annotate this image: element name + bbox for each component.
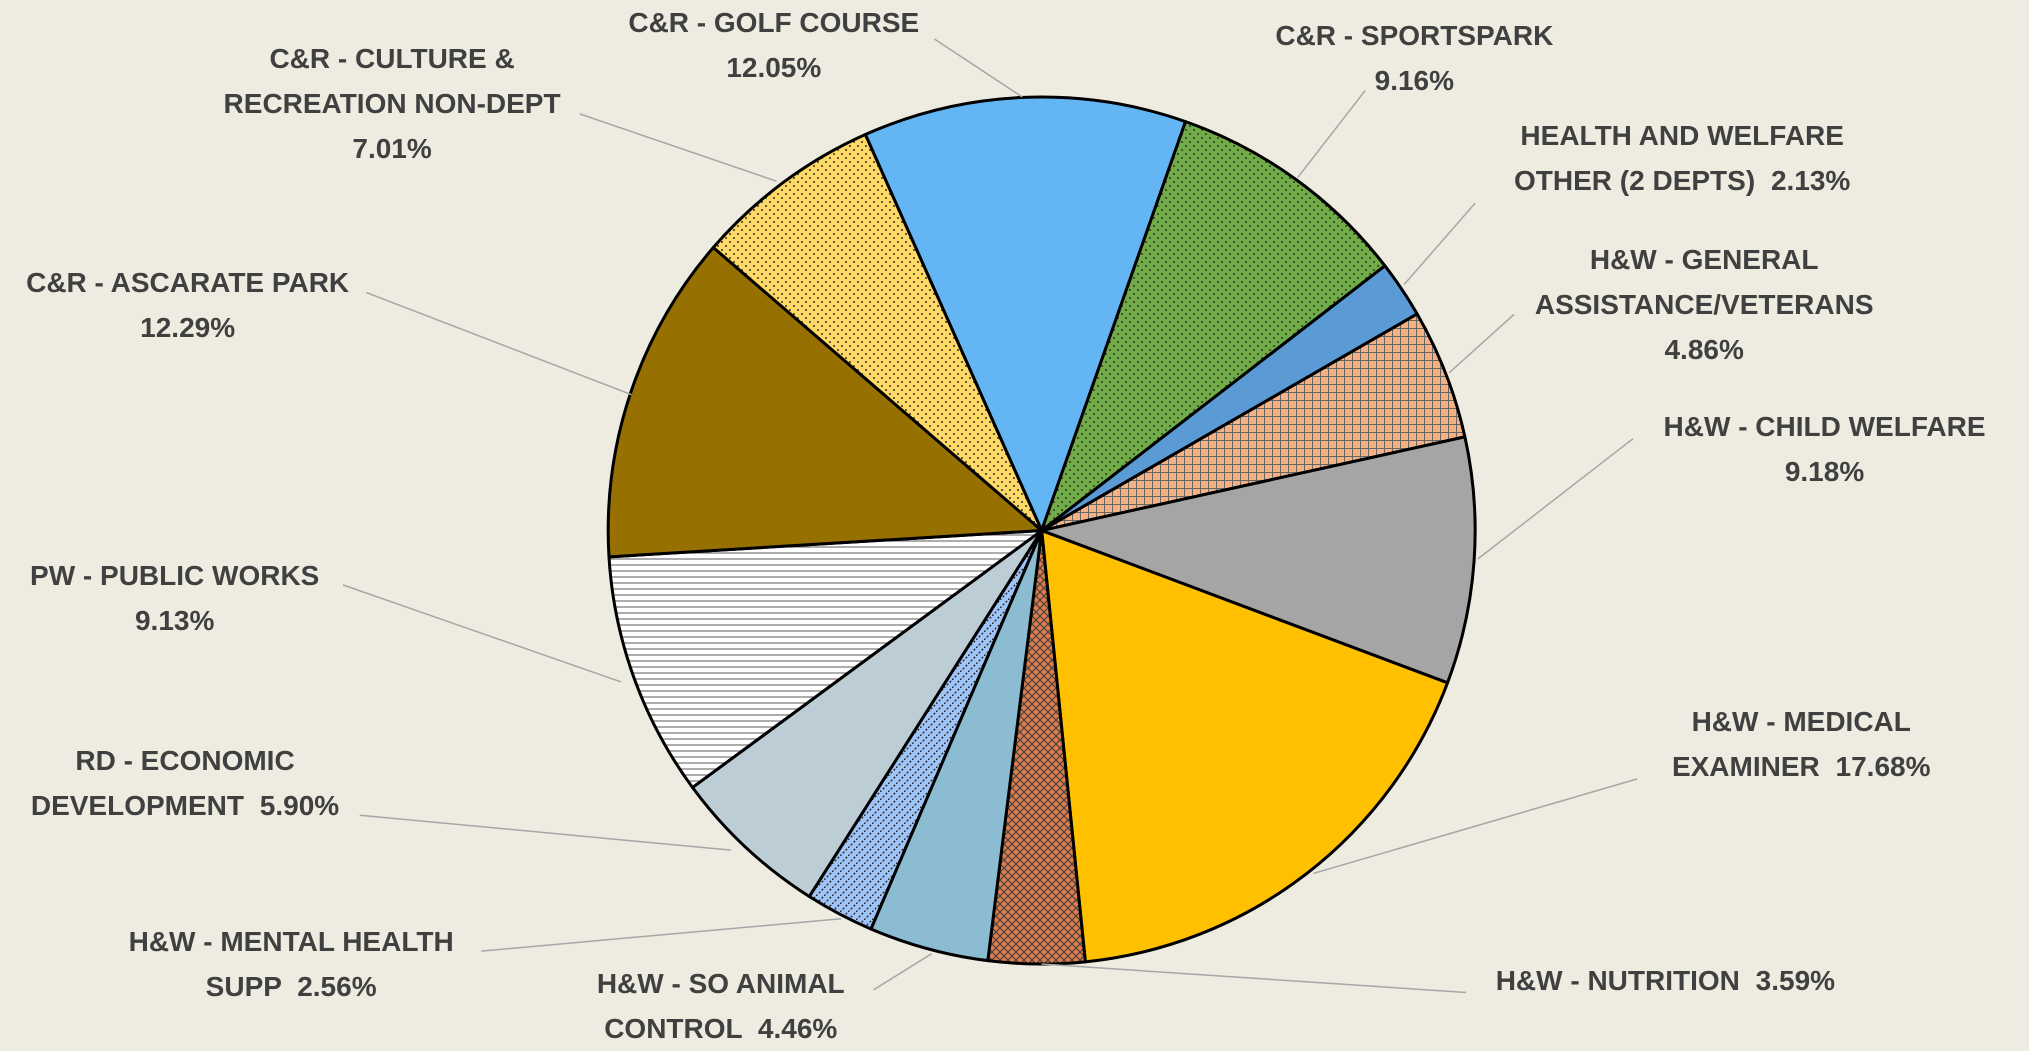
slice-label: RD - ECONOMIC DEVELOPMENT 5.90% xyxy=(7,738,363,828)
leader-line xyxy=(933,38,1023,98)
value-label: 2.13% xyxy=(1770,164,1851,196)
value-label: 4.86% xyxy=(1664,333,1744,365)
value-label: 9.13% xyxy=(134,604,215,636)
slice-label: C&R - SPORTSPARK 9.16% xyxy=(1257,13,1572,103)
value-label: 5.90% xyxy=(259,789,340,821)
pie-slice xyxy=(1040,120,1387,533)
pie-slice xyxy=(1040,435,1477,685)
leader-line xyxy=(359,814,732,851)
slice-label: H&W - CHILD WELFARE 9.18% xyxy=(1637,404,2013,494)
value-label: 4.46% xyxy=(757,1013,838,1045)
slice-label: H&W - MEDICAL EXAMINER 17.68% xyxy=(1639,699,1963,789)
pie-slice xyxy=(1040,529,1450,964)
value-label: 12.05% xyxy=(726,52,822,83)
leader-line xyxy=(579,113,777,182)
category-name: H&W - MENTAL HEALTH SUPP xyxy=(128,925,454,1002)
category-name: C&R - GOLF COURSE xyxy=(628,7,920,38)
value-label: 12.29% xyxy=(140,312,236,344)
slice-label: PW - PUBLIC WORKS 9.13% xyxy=(6,553,344,643)
category-name: H&W - NUTRITION xyxy=(1495,964,1740,996)
leader-line xyxy=(342,584,622,683)
category-name: HEALTH AND WELFARE OTHER (2 DEPTS) xyxy=(1514,119,1844,196)
leader-line xyxy=(1297,90,1366,178)
category-name: H&W - MEDICAL EXAMINER xyxy=(1671,705,1911,782)
category-name: C&R - SPORTSPARK xyxy=(1275,19,1554,51)
value-label: 17.68% xyxy=(1835,750,1931,782)
slice-label: H&W - MENTAL HEALTH SUPP 2.56% xyxy=(97,919,485,1009)
leader-line xyxy=(873,953,933,991)
category-name: RD - ECONOMIC DEVELOPMENT xyxy=(30,744,295,821)
slice-label: C&R - GOLF COURSE 12.05% xyxy=(610,0,938,90)
leader-line xyxy=(365,291,632,396)
slice-label: H&W - GENERAL ASSISTANCE/VETERANS 4.86% xyxy=(1512,237,1896,372)
leader-line xyxy=(1041,963,1467,994)
pie-slice xyxy=(691,529,1044,898)
value-label: 2.56% xyxy=(297,970,377,1002)
value-label: 7.01% xyxy=(352,133,432,165)
leader-line xyxy=(1477,438,1634,560)
leader-line xyxy=(481,917,842,952)
slice-label: HEALTH AND WELFARE OTHER (2 DEPTS) 2.13% xyxy=(1490,113,1874,203)
category-name: H&W - GENERAL ASSISTANCE/VETERANS xyxy=(1534,243,1874,320)
slice-label: H&W - NUTRITION 3.59% xyxy=(1435,958,1895,1003)
slice-label: C&R - CULTURE & RECREATION NON-DEPT 7.01… xyxy=(197,36,587,171)
value-label: 9.18% xyxy=(1784,455,1865,487)
slice-label: C&R - ASCARATE PARK 12.29% xyxy=(6,260,370,350)
slice-label: H&W - SO ANIMAL CONTROL 4.46% xyxy=(566,961,876,1051)
value-label: 3.59% xyxy=(1755,964,1836,996)
pie-slice xyxy=(606,245,1044,559)
leader-line xyxy=(1313,778,1638,875)
pie-slice xyxy=(607,529,1044,789)
leader-line xyxy=(1403,202,1476,286)
leader-line xyxy=(1448,313,1515,374)
category-name: PW - PUBLIC WORKS xyxy=(30,559,320,591)
category-name: C&R - ASCARATE PARK xyxy=(26,267,350,299)
category-name: H&W - SO ANIMAL CONTROL xyxy=(596,968,845,1045)
value-label: 9.16% xyxy=(1374,64,1455,96)
category-name: H&W - CHILD WELFARE xyxy=(1663,410,1986,442)
category-name: C&R - CULTURE & RECREATION NON-DEPT xyxy=(223,43,561,120)
pie-slice xyxy=(863,95,1188,533)
pie-slice xyxy=(711,133,1044,533)
